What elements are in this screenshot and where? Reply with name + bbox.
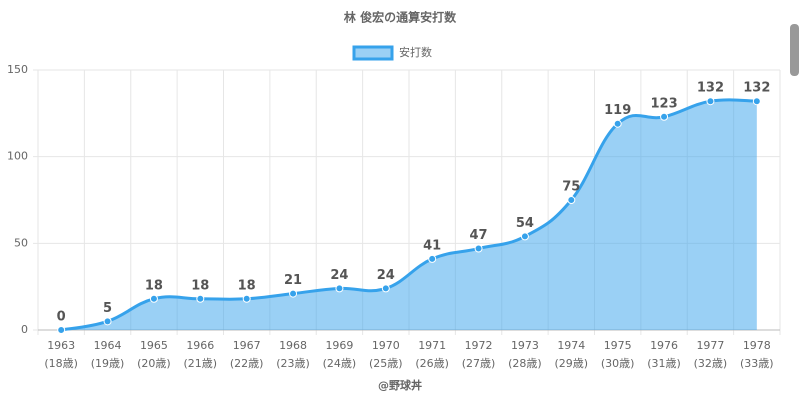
point bbox=[103, 317, 112, 326]
data-label: 24 bbox=[330, 268, 348, 283]
x-tick-label: 1971 bbox=[418, 339, 446, 352]
x-tick-sublabel: (21歳) bbox=[184, 357, 218, 370]
chart-title: 林 俊宏の通算安打数 bbox=[344, 10, 457, 25]
data-label: 123 bbox=[650, 96, 677, 111]
x-tick-label: 1972 bbox=[465, 339, 493, 352]
x-tick-label: 1968 bbox=[279, 339, 307, 352]
data-label: 18 bbox=[238, 278, 256, 293]
x-tick-label: 1974 bbox=[557, 339, 585, 352]
point bbox=[567, 196, 576, 204]
data-label: 41 bbox=[423, 238, 441, 253]
data-label: 24 bbox=[377, 268, 395, 283]
x-tick-label: 1969 bbox=[325, 339, 353, 352]
data-label: 119 bbox=[604, 103, 631, 118]
x-tick-sublabel: (25歳) bbox=[369, 357, 403, 370]
legend-swatch[interactable] bbox=[352, 45, 394, 61]
point bbox=[335, 284, 344, 293]
x-tick-label: 1975 bbox=[604, 339, 632, 352]
x-tick-label: 1964 bbox=[94, 339, 122, 352]
x-tick-sublabel: (19歳) bbox=[91, 357, 125, 370]
data-label: 21 bbox=[284, 273, 302, 288]
data-label: 132 bbox=[697, 81, 724, 96]
x-tick-label: 1963 bbox=[47, 339, 75, 352]
x-tick-sublabel: (30歳) bbox=[601, 357, 635, 370]
x-tick-sublabel: (31歳) bbox=[647, 357, 681, 370]
x-tick-label: 1967 bbox=[233, 339, 261, 352]
line bbox=[60, 98, 757, 332]
data-label: 18 bbox=[145, 278, 163, 293]
x-tick-sublabel: (22歳) bbox=[230, 357, 264, 370]
x-tick-sublabel: (20歳) bbox=[137, 357, 171, 370]
x-tick-label: 1976 bbox=[650, 339, 678, 352]
point bbox=[474, 244, 483, 253]
data-label: 5 bbox=[103, 301, 112, 316]
data-label: 47 bbox=[470, 228, 488, 243]
area bbox=[61, 99, 757, 331]
x-tick-label: 1970 bbox=[372, 339, 400, 352]
point bbox=[752, 97, 761, 106]
x-tick-sublabel: (27歳) bbox=[462, 357, 496, 370]
x-tick-sublabel: (18歳) bbox=[44, 357, 78, 370]
data-label: 18 bbox=[191, 278, 209, 293]
y-tick-label: 100 bbox=[7, 150, 28, 163]
point bbox=[57, 326, 66, 334]
x-tick-label: 1965 bbox=[140, 339, 168, 352]
scrollbar[interactable] bbox=[790, 24, 799, 76]
data-label: 132 bbox=[743, 81, 770, 96]
data-label: 0 bbox=[57, 310, 66, 325]
x-tick-sublabel: (24歳) bbox=[323, 357, 357, 370]
y-tick-label: 0 bbox=[21, 323, 28, 336]
point bbox=[520, 232, 529, 241]
x-tick-label: 1973 bbox=[511, 339, 539, 352]
x-tick-sublabel: (29歳) bbox=[555, 357, 589, 370]
data-label: 54 bbox=[516, 216, 534, 231]
footer: @野球丼 bbox=[378, 378, 422, 392]
point bbox=[381, 284, 390, 293]
x-tick-sublabel: (33歳) bbox=[740, 357, 774, 370]
point bbox=[196, 294, 205, 303]
point bbox=[289, 289, 298, 298]
legend-label[interactable]: 安打数 bbox=[399, 45, 432, 59]
x-tick-label: 1978 bbox=[743, 339, 771, 352]
x-tick-sublabel: (32歳) bbox=[694, 357, 728, 370]
point bbox=[706, 97, 715, 106]
data-label: 75 bbox=[562, 180, 580, 195]
point bbox=[428, 254, 437, 263]
x-tick-label: 1977 bbox=[696, 339, 724, 352]
x-tick-label: 1966 bbox=[186, 339, 214, 352]
point bbox=[242, 294, 251, 303]
y-tick-label: 50 bbox=[14, 236, 28, 249]
point bbox=[149, 294, 158, 303]
x-tick-sublabel: (23歳) bbox=[276, 357, 310, 370]
point bbox=[613, 119, 622, 128]
x-tick-sublabel: (28歳) bbox=[508, 357, 542, 370]
point bbox=[660, 112, 669, 121]
y-tick-label: 150 bbox=[7, 63, 28, 76]
x-tick-sublabel: (26歳) bbox=[415, 357, 449, 370]
